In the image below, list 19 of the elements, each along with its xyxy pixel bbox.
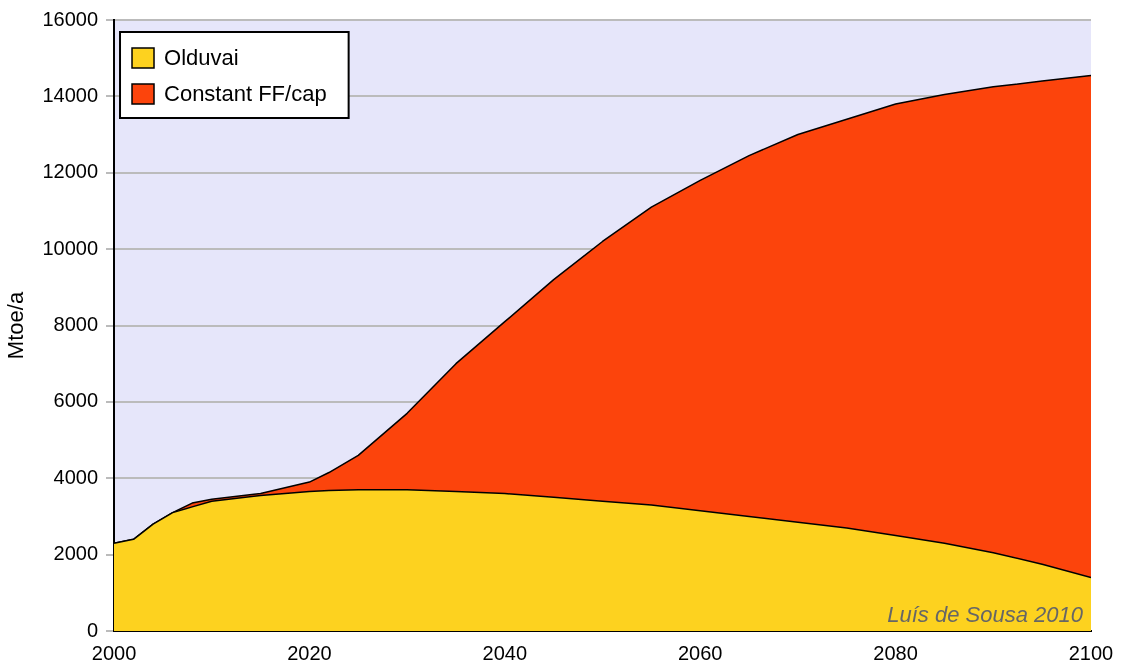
y-tick-label: 2000 — [53, 542, 99, 565]
y-tick-label: 16000 — [42, 7, 99, 30]
legend-label: Olduvai — [164, 45, 239, 71]
x-tick-label: 2060 — [677, 641, 723, 664]
y-axis-title: Mtoe/a — [3, 291, 29, 360]
annotation: Luís de Sousa 2010 — [887, 602, 1084, 628]
x-tick-label: 2040 — [482, 641, 528, 664]
y-tick-label: 14000 — [42, 83, 99, 106]
y-tick-label: 0 — [86, 618, 99, 641]
y-tick-label: 4000 — [53, 465, 99, 488]
y-tick-label: 10000 — [42, 236, 99, 259]
x-tick-label: 2000 — [91, 641, 137, 664]
y-tick-label: 6000 — [53, 389, 99, 412]
legend-label: Constant FF/cap — [164, 81, 327, 107]
x-tick-label: 2020 — [287, 641, 332, 664]
y-tick-label: 8000 — [53, 313, 99, 336]
x-tick-label: 2080 — [873, 641, 918, 664]
x-tick-label: 2100 — [1068, 641, 1114, 664]
y-tick-label: 12000 — [42, 160, 99, 183]
